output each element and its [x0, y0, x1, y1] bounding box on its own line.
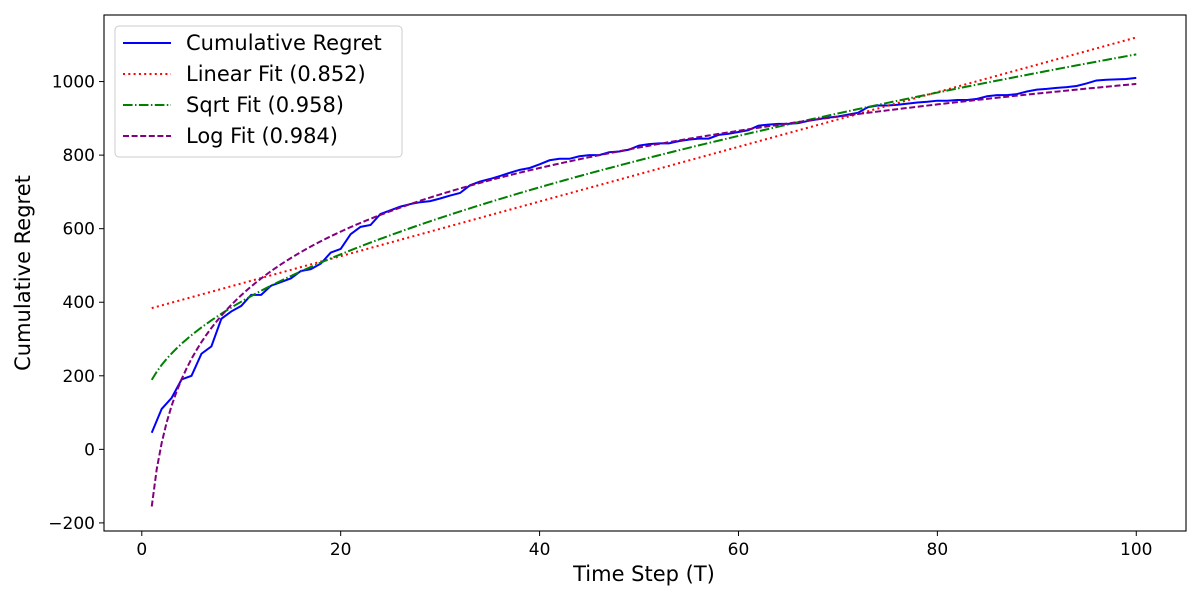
y-tick-label: 800	[63, 146, 95, 166]
x-axis: 0 20 40 60 80 100	[136, 531, 1153, 560]
x-tick-label: 80	[927, 540, 949, 560]
legend-box	[114, 25, 403, 158]
y-axis-label: Cumulative Regret	[11, 175, 35, 371]
y-tick-label: 600	[63, 220, 95, 240]
y-tick-label: 400	[63, 293, 95, 313]
series-line-3	[150, 53, 1137, 381]
y-axis: −200 0 200 400 600 800 1000	[48, 73, 104, 534]
x-tick-label: 20	[330, 540, 352, 560]
x-tick-label: 0	[136, 540, 147, 560]
legend-label: Sqrt Fit (0.958)	[186, 93, 344, 117]
x-tick-label: 40	[529, 540, 551, 560]
legend-label: Linear Fit (0.852)	[186, 62, 366, 86]
x-tick-label: 100	[1120, 540, 1152, 560]
series-line-1	[150, 76, 1137, 434]
x-tick-label: 60	[728, 540, 750, 560]
y-tick-label: 200	[63, 367, 95, 387]
legend-label: Cumulative Regret	[186, 31, 382, 55]
series-layer	[150, 36, 1137, 507]
y-tick-label: −200	[48, 514, 95, 534]
y-tick-label: 0	[84, 440, 95, 460]
legend: Cumulative Regret Linear Fit (0.852) Sqrt …	[114, 25, 403, 158]
legend-label: Log Fit (0.984)	[186, 124, 338, 148]
y-tick-label: 1000	[52, 73, 95, 93]
x-axis-label: Time Step (T)	[572, 562, 715, 586]
series-line-4	[150, 82, 1137, 507]
series-line-2	[151, 36, 1137, 310]
